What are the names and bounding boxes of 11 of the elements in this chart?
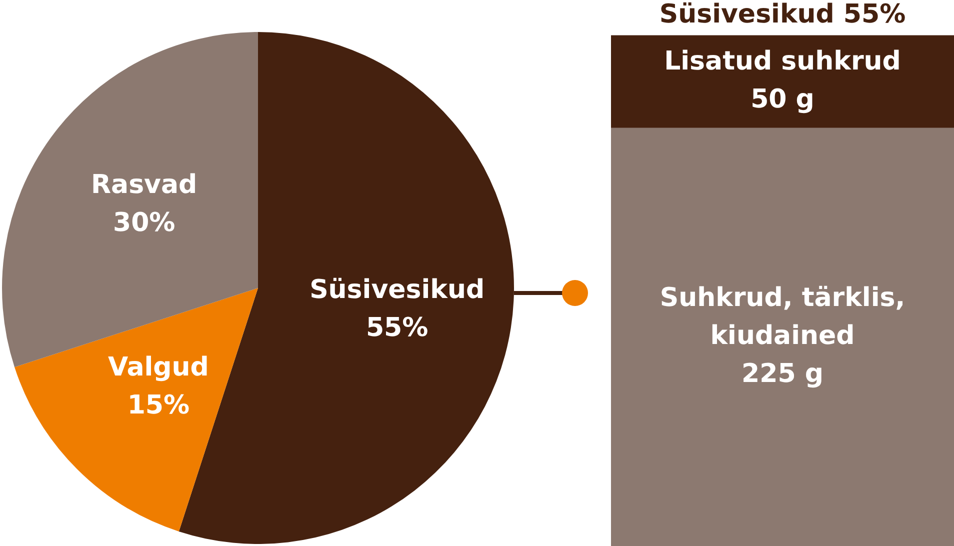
legend-label: Süsivesikud: [310, 274, 485, 305]
data-label: 15%: [127, 390, 190, 420]
series-label: Lisatud suhkrud: [664, 46, 901, 76]
data-label: 30%: [112, 208, 176, 238]
series-label: Suhkrud, tärklis, kiudained: [660, 282, 906, 351]
chart-title: Süsivesikud 55%: [659, 0, 906, 30]
data-label: 50 g: [750, 84, 814, 114]
data-label: 225 g: [742, 358, 824, 389]
slice-label: Rasvad: [91, 170, 198, 200]
slice-label: Valgud: [108, 352, 209, 382]
data-label: 55%: [366, 312, 428, 343]
